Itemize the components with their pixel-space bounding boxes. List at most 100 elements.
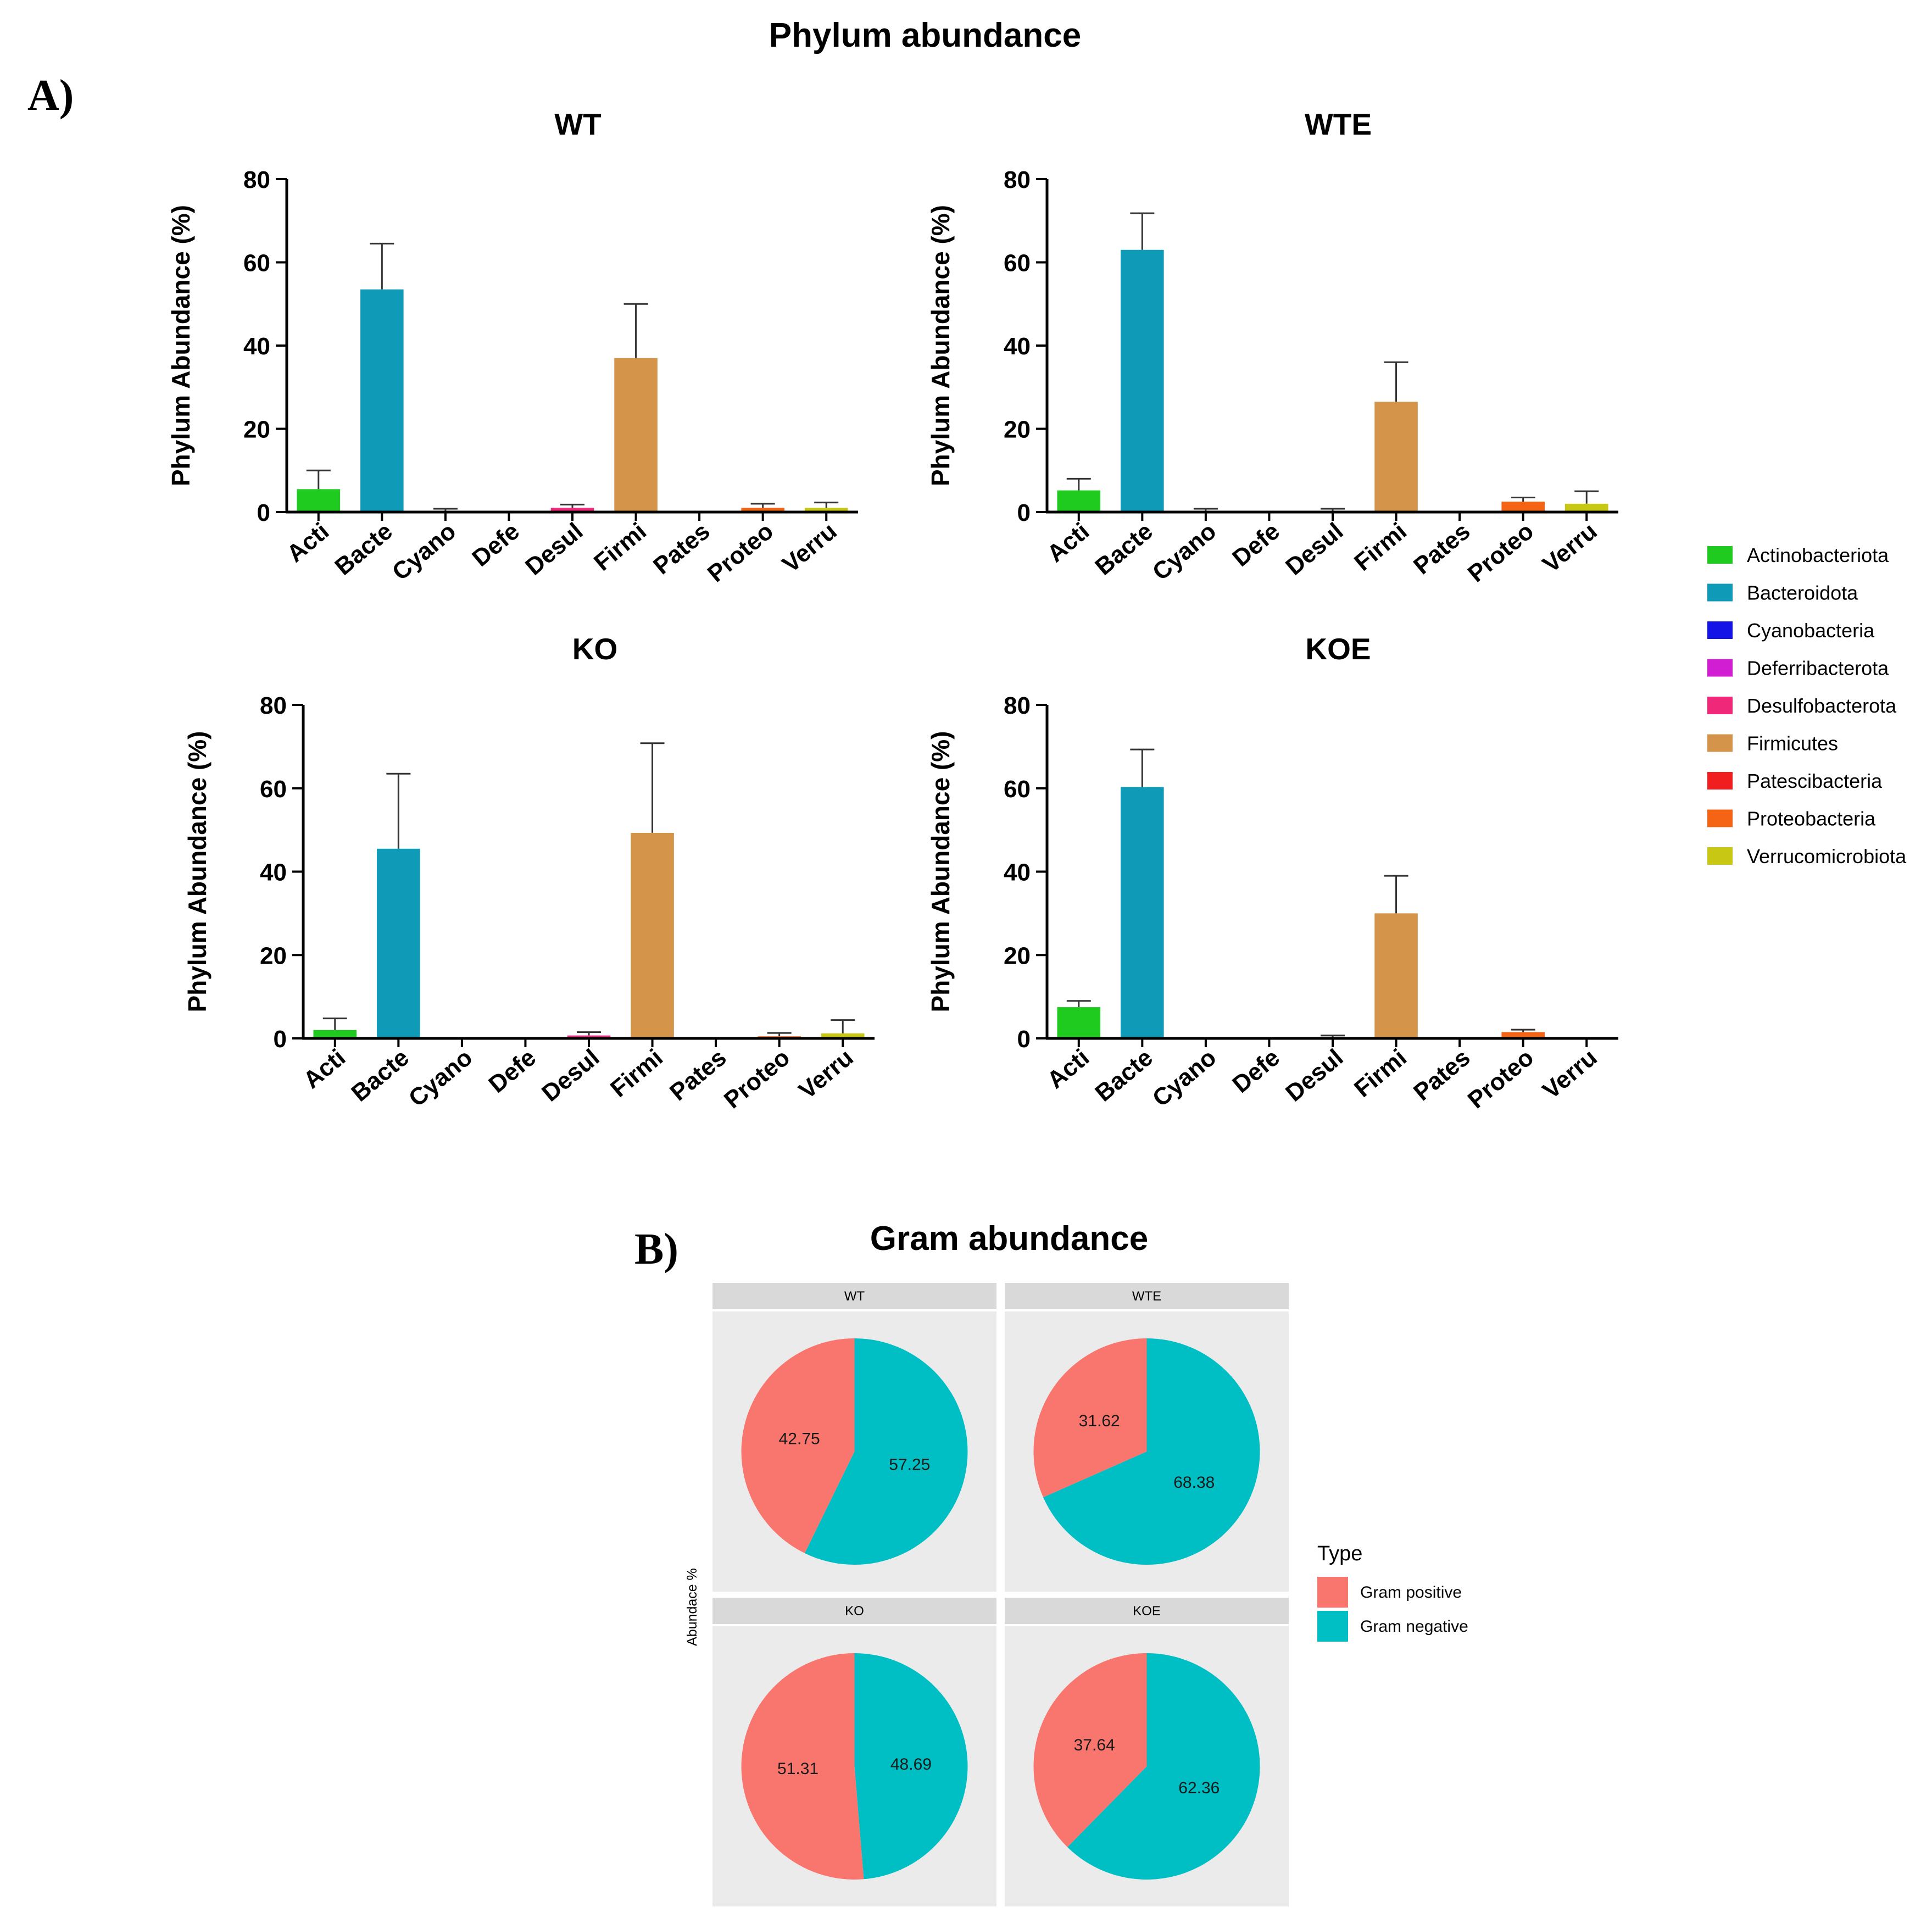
legend-item-bacteroidota: Bacteroidota: [1707, 582, 1858, 604]
facet-strip: [1005, 1598, 1289, 1624]
bar-bacte: [1121, 787, 1164, 1038]
x-tick-label: Firmi: [1349, 518, 1412, 576]
y-tick-label: 40: [243, 333, 270, 360]
x-tick-label: Firmi: [589, 518, 652, 576]
facet-strip-label: WT: [844, 1289, 865, 1304]
x-tick-label: Bacte: [330, 518, 397, 581]
bar-acti: [313, 1030, 357, 1038]
slice-label: 37.64: [1074, 1736, 1115, 1754]
panel-a-label: A): [27, 71, 74, 120]
y-tick-label: 80: [1004, 692, 1031, 719]
facet-strip-label: KOE: [1133, 1604, 1161, 1619]
x-tick-label: Verru: [794, 1044, 859, 1104]
y-tick-label: 20: [243, 416, 270, 443]
x-tick-label: Cyano: [387, 518, 461, 586]
y-tick-label: 40: [1004, 333, 1031, 360]
x-tick-label: Desul: [520, 518, 588, 581]
pie-y-axis-label: Abundace %: [684, 1568, 700, 1646]
slice-gram-negative: [1067, 1653, 1260, 1880]
bar-proteo: [1501, 502, 1545, 512]
legend-label: Deferribacterota: [1747, 657, 1889, 680]
bar-proteo: [741, 508, 784, 512]
x-tick-label: Firmi: [605, 1044, 668, 1103]
y-tick-label: 0: [1017, 499, 1031, 526]
x-tick-label: Verru: [777, 518, 842, 578]
slice-gram-positive: [741, 1653, 864, 1880]
slice-gram-positive: [1033, 1653, 1147, 1847]
facet-strip: [712, 1598, 996, 1624]
x-tick-label: Acti: [282, 518, 334, 568]
legend-swatch: [1707, 772, 1733, 790]
legend-label: Patescibacteria: [1747, 770, 1883, 792]
facet-strip-label: KO: [845, 1604, 864, 1619]
legend-swatch: [1707, 546, 1733, 564]
bar-bacte: [360, 289, 404, 512]
bar-acti: [1057, 1007, 1101, 1038]
legend-swatch: [1707, 809, 1733, 827]
legend-label: Actinobacteriota: [1747, 544, 1889, 566]
legend-swatch: [1707, 847, 1733, 865]
chart-title: WT: [554, 107, 602, 141]
legend-item-gram-negative: Gram negative: [1317, 1611, 1468, 1642]
bar-acti: [1057, 490, 1101, 512]
x-tick-label: Acti: [298, 1044, 350, 1094]
bar-acti: [297, 489, 341, 512]
legend-item-verrucomicrobiota: Verrucomicrobiota: [1707, 845, 1907, 868]
bar-firmi: [1374, 913, 1418, 1038]
pie-facet-ko: KO 48.69 51.31: [712, 1598, 996, 1906]
slice-gram-positive: [1033, 1338, 1147, 1498]
slice-gram-negative: [854, 1653, 968, 1880]
x-tick-label: Desul: [1280, 518, 1348, 581]
x-tick-label: Desul: [1280, 1044, 1348, 1107]
y-axis-label: Phylum Abundance (%): [926, 205, 955, 486]
x-tick-label: Defe: [467, 518, 525, 572]
legend-item-proteobacteria: Proteobacteria: [1707, 808, 1876, 830]
y-axis-label: Phylum Abundance (%): [183, 731, 211, 1013]
y-tick-label: 20: [1004, 416, 1031, 443]
y-axis-label: Phylum Abundance (%): [926, 731, 955, 1013]
x-tick-label: Firmi: [1349, 1044, 1412, 1103]
x-tick-label: Proteo: [703, 518, 778, 587]
y-tick-label: 80: [1004, 166, 1031, 193]
legend-item-patescibacteria: Patescibacteria: [1707, 770, 1883, 792]
legend-item-desulfobacterota: Desulfobacterota: [1707, 694, 1897, 717]
phylum-legend: Actinobacteriota Bacteroidota Cyanobacteri…: [1707, 544, 1907, 868]
legend-swatch: [1707, 621, 1733, 639]
chart-title: KOE: [1305, 632, 1371, 666]
bar-bacte: [1121, 249, 1164, 512]
x-tick-label: Bacte: [1090, 1044, 1157, 1107]
y-tick-label: 80: [243, 166, 270, 193]
legend-item-firmicutes: Firmicutes: [1707, 732, 1838, 755]
x-tick-label: Defe: [1227, 518, 1285, 572]
y-tick-label: 0: [257, 499, 270, 526]
legend-label: Firmicutes: [1747, 732, 1838, 755]
x-tick-label: Acti: [1042, 518, 1094, 568]
slice-label: 68.38: [1173, 1474, 1215, 1492]
chart-title: KO: [572, 632, 618, 666]
y-tick-label: 60: [243, 250, 270, 277]
bar-verru: [821, 1033, 865, 1038]
x-tick-label: Defe: [483, 1044, 541, 1098]
x-tick-label: Cyano: [404, 1044, 478, 1112]
pie-facet-wt: WT 57.25 42.75: [712, 1283, 996, 1592]
gram-title: Gram abundance: [870, 1220, 1148, 1258]
x-tick-label: Proteo: [719, 1044, 795, 1114]
slice-label: 48.69: [890, 1755, 932, 1774]
slice-gram-negative: [804, 1338, 968, 1565]
y-tick-label: 40: [260, 859, 287, 886]
y-tick-label: 0: [274, 1026, 287, 1053]
chart-title: WTE: [1305, 107, 1372, 141]
legend-swatch: [1317, 1611, 1348, 1642]
legend-swatch: [1707, 697, 1733, 714]
y-tick-label: 60: [1004, 250, 1031, 277]
pie-facet-koe: KOE 62.36 37.64: [1005, 1598, 1289, 1906]
x-tick-label: Verru: [1538, 1044, 1602, 1104]
y-tick-label: 20: [1004, 942, 1031, 969]
y-tick-label: 0: [1017, 1026, 1031, 1053]
y-tick-label: 40: [1004, 859, 1031, 886]
slice-label: 31.62: [1079, 1412, 1120, 1430]
legend-item-cyanobacteria: Cyanobacteria: [1707, 619, 1875, 642]
